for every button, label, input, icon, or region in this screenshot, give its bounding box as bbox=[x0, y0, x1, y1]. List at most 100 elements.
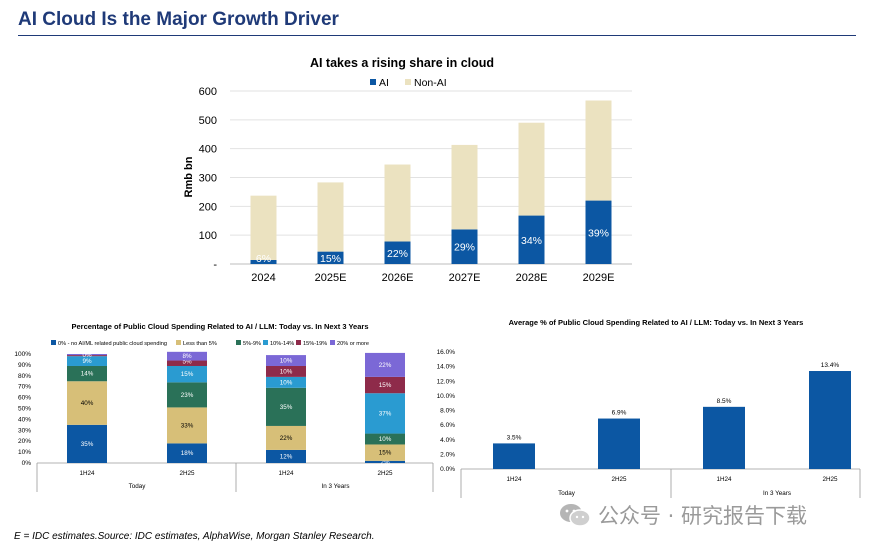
x-tick-label: 1H24 bbox=[278, 470, 294, 477]
x-tick-label: 1H24 bbox=[79, 470, 95, 477]
legend-label-1: Less than 5% bbox=[183, 341, 217, 347]
data-label: 13.4% bbox=[821, 362, 840, 369]
x-tick-label: 2027E bbox=[449, 272, 481, 284]
legend-swatch-2 bbox=[236, 340, 241, 345]
ai-spending-distribution-chart: Percentage of Public Cloud Spending Rela… bbox=[14, 322, 434, 492]
stack-segment-1 bbox=[167, 407, 207, 444]
segment-label: 23% bbox=[181, 392, 194, 399]
stack-segment-5 bbox=[67, 354, 107, 356]
data-label: 8.5% bbox=[717, 398, 732, 405]
stack-segment-3 bbox=[67, 356, 107, 366]
bar-ai bbox=[451, 229, 478, 264]
segment-label: 37% bbox=[379, 410, 392, 417]
x-tick-label: 2025E bbox=[315, 272, 347, 284]
stack-segment-4 bbox=[365, 376, 405, 394]
bar bbox=[703, 406, 745, 469]
y-tick-label: 400 bbox=[199, 144, 217, 156]
stack-segment-2 bbox=[266, 387, 306, 426]
stack-segment-0 bbox=[266, 449, 306, 463]
legend-label-2: 5%-9% bbox=[243, 341, 261, 347]
bar-non-ai bbox=[384, 164, 411, 242]
x-tick-label: 1H24 bbox=[506, 476, 522, 483]
x-tick-label: 2029E bbox=[583, 272, 615, 284]
bar-ai bbox=[585, 200, 612, 264]
stack-segment-3 bbox=[167, 365, 207, 383]
legend-swatch-0 bbox=[370, 79, 376, 85]
segment-label: 8% bbox=[182, 353, 192, 360]
y-tick-label: 300 bbox=[199, 173, 217, 185]
stack-segment-5 bbox=[266, 355, 306, 366]
y-tick-label: 100% bbox=[14, 351, 31, 358]
bar bbox=[809, 371, 851, 469]
page-title: AI Cloud Is the Major Growth Driver bbox=[18, 9, 339, 30]
y-tick-label: 200 bbox=[199, 201, 217, 213]
stack-segment-3 bbox=[365, 393, 405, 434]
segment-label: 22% bbox=[280, 435, 293, 442]
segment-label: 10% bbox=[280, 379, 293, 386]
stack-segment-3 bbox=[266, 376, 306, 388]
data-label: 6.9% bbox=[612, 410, 627, 417]
y-tick-label: 2.0% bbox=[440, 451, 455, 458]
legend-label-1: Non-AI bbox=[414, 77, 447, 89]
bar-non-ai bbox=[518, 122, 545, 216]
data-label: 29% bbox=[454, 242, 475, 254]
source-footnote: E = IDC estimates.Source: IDC estimates,… bbox=[14, 531, 375, 542]
segment-label: 35% bbox=[280, 404, 293, 411]
bar-ai bbox=[250, 259, 277, 264]
y-tick-label: 500 bbox=[199, 115, 217, 127]
segment-label: 33% bbox=[181, 422, 194, 429]
y-tick-label: 0% bbox=[22, 460, 32, 467]
stack-segment-5 bbox=[365, 352, 405, 377]
data-label: 6% bbox=[256, 253, 271, 265]
stack-segment-2 bbox=[365, 433, 405, 445]
x-tick-label: 2024 bbox=[251, 272, 275, 284]
stack-segment-1 bbox=[365, 444, 405, 461]
segment-label: 35% bbox=[81, 441, 94, 448]
segment-label: 9% bbox=[82, 358, 92, 365]
segment-label: 0% bbox=[82, 352, 92, 359]
average-ai-spending-chart: Average % of Public Cloud Spending Relat… bbox=[437, 318, 861, 498]
legend-label-0: AI bbox=[379, 77, 389, 89]
y-tick-label: 16.0% bbox=[437, 349, 456, 356]
title-divider bbox=[18, 35, 856, 36]
bar-non-ai bbox=[317, 182, 344, 252]
legend-swatch-1 bbox=[405, 79, 411, 85]
x-tick-label: 2H25 bbox=[179, 470, 195, 477]
segment-label: 12% bbox=[280, 453, 293, 460]
stack-segment-4 bbox=[167, 360, 207, 366]
group-label: Today bbox=[129, 483, 147, 490]
group-label: In 3 Years bbox=[321, 483, 349, 490]
legend-label-4: 15%-19% bbox=[303, 341, 327, 347]
watermark: 公众号 · 研究报告下载 bbox=[558, 500, 807, 530]
y-axis-label: Rmb bn bbox=[183, 156, 195, 197]
segment-label: 5% bbox=[182, 359, 192, 366]
stack-segment-2 bbox=[67, 365, 107, 382]
y-tick-label: 30% bbox=[18, 427, 31, 434]
x-tick-label: 2H25 bbox=[822, 476, 838, 483]
data-label: 39% bbox=[588, 227, 609, 239]
bar-ai bbox=[518, 215, 545, 264]
y-tick-label: - bbox=[213, 259, 217, 271]
group-label: Today bbox=[558, 490, 576, 497]
segment-label: 15% bbox=[181, 371, 194, 378]
stack-segment-4 bbox=[67, 355, 107, 357]
stack-segment-0 bbox=[167, 443, 207, 463]
x-tick-label: 1H24 bbox=[716, 476, 732, 483]
y-tick-label: 40% bbox=[18, 416, 31, 423]
segment-label: 15% bbox=[379, 382, 392, 389]
segment-label: 10% bbox=[280, 368, 293, 375]
bar-ai bbox=[384, 241, 411, 264]
y-tick-label: 50% bbox=[18, 406, 31, 413]
bar-ai bbox=[317, 251, 344, 264]
data-label: 34% bbox=[521, 235, 542, 247]
chart-title: AI takes a rising share in cloud bbox=[310, 56, 494, 70]
legend-swatch-1 bbox=[176, 340, 181, 345]
legend-label-3: 10%-14% bbox=[270, 341, 294, 347]
chart-title: Percentage of Public Cloud Spending Rela… bbox=[71, 322, 368, 331]
y-tick-label: 90% bbox=[18, 362, 31, 369]
y-tick-label: 4.0% bbox=[440, 437, 455, 444]
y-tick-label: 14.0% bbox=[437, 364, 456, 371]
y-tick-label: 20% bbox=[18, 438, 31, 445]
x-tick-label: 2H25 bbox=[377, 470, 393, 477]
segment-label: 40% bbox=[81, 400, 94, 407]
